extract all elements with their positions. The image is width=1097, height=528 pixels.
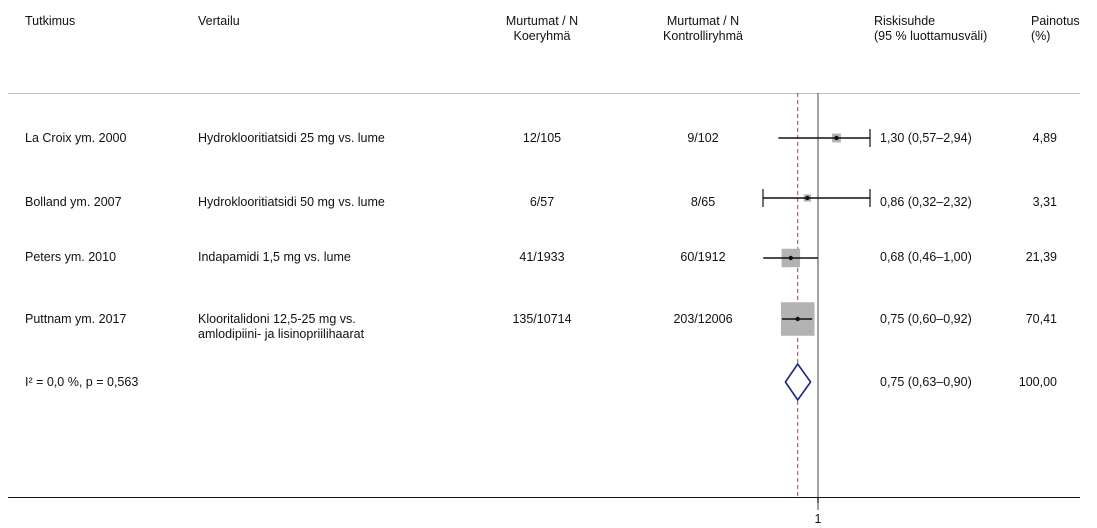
control-events: 60/1912 <box>680 250 726 264</box>
comparison-label: Hydroklooritiatsidi 50 mg vs. lume <box>198 195 385 209</box>
header-risk-ratio: Riskisuhde (95 % luottamusväli) <box>874 14 987 44</box>
study-label: Peters ym. 2010 <box>25 250 117 264</box>
risk-ratio-text: 0,86 (0,32–2,32) <box>880 195 972 209</box>
treatment-events: 41/1933 <box>519 250 565 264</box>
comparison-label: Hydroklooritiatsidi 25 mg vs. lume <box>198 131 385 145</box>
study-label: La Croix ym. 2000 <box>25 131 127 145</box>
comparison-label: Indapamidi 1,5 mg vs. lume <box>198 250 351 264</box>
x-axis-tick-label: 1 <box>814 512 822 526</box>
study-label: Puttnam ym. 2017 <box>25 312 127 326</box>
weight-text: 21,39 <box>1025 250 1057 264</box>
x-axis-line <box>8 497 1080 498</box>
header-treatment-line1: Murtumat / N <box>505 14 579 28</box>
header-control: Murtumat / N Kontrolliryhmä <box>643 14 763 44</box>
header-treatment: Murtumat / N Koeryhmä <box>482 14 602 44</box>
risk-ratio-text: 0,68 (0,46–1,00) <box>880 250 972 264</box>
point-estimate <box>805 195 810 201</box>
header-risk-ratio-line2: (95 % luottamusväli) <box>874 29 988 43</box>
control-events: 9/102 <box>687 131 719 145</box>
comparison-line1: Klooritalidoni 12,5-25 mg vs. <box>198 312 356 326</box>
weight-text: 3,31 <box>1032 195 1057 209</box>
weight-text: 4,89 <box>1032 131 1057 145</box>
header-treatment-line2: Koeryhmä <box>513 29 571 43</box>
header-control-line2: Kontrolliryhmä <box>663 29 743 43</box>
control-events: 203/12006 <box>673 312 733 326</box>
header-comparison: Vertailu <box>198 14 240 28</box>
treatment-events: 135/10714 <box>512 312 572 326</box>
header-weight-line1: Painotus <box>1031 14 1080 28</box>
header-weight: Painotus (%) <box>1031 14 1080 44</box>
pooled-risk-ratio-text: 0,75 (0,63–0,90) <box>880 375 972 389</box>
header-study: Tutkimus <box>25 14 76 28</box>
heterogeneity-label: I² = 0,0 %, p = 0,563 <box>25 375 139 389</box>
point-estimate <box>834 135 839 141</box>
comparison-line2: amlodipiini- ja lisinopriilihaarat <box>198 327 365 341</box>
header-risk-ratio-line1: Riskisuhde <box>874 14 936 28</box>
risk-ratio-text: 0,75 (0,60–0,92) <box>880 312 972 326</box>
control-events: 8/65 <box>690 195 716 209</box>
point-estimate <box>788 255 794 261</box>
study-label: Bolland ym. 2007 <box>25 195 122 209</box>
comparison-label: Klooritalidoni 12,5-25 mg vs. amlodipiin… <box>198 312 364 342</box>
risk-ratio-text: 1,30 (0,57–2,94) <box>880 131 972 145</box>
header-divider <box>8 93 1080 94</box>
header-control-line1: Murtumat / N <box>666 14 740 28</box>
pooled-weight-text: 100,00 <box>1018 375 1057 389</box>
weight-text: 70,41 <box>1025 312 1057 326</box>
point-estimate <box>795 316 800 322</box>
header-weight-line2: (%) <box>1031 29 1051 43</box>
treatment-events: 12/105 <box>522 131 562 145</box>
pooled-diamond <box>784 362 812 402</box>
treatment-events: 6/57 <box>529 195 555 209</box>
